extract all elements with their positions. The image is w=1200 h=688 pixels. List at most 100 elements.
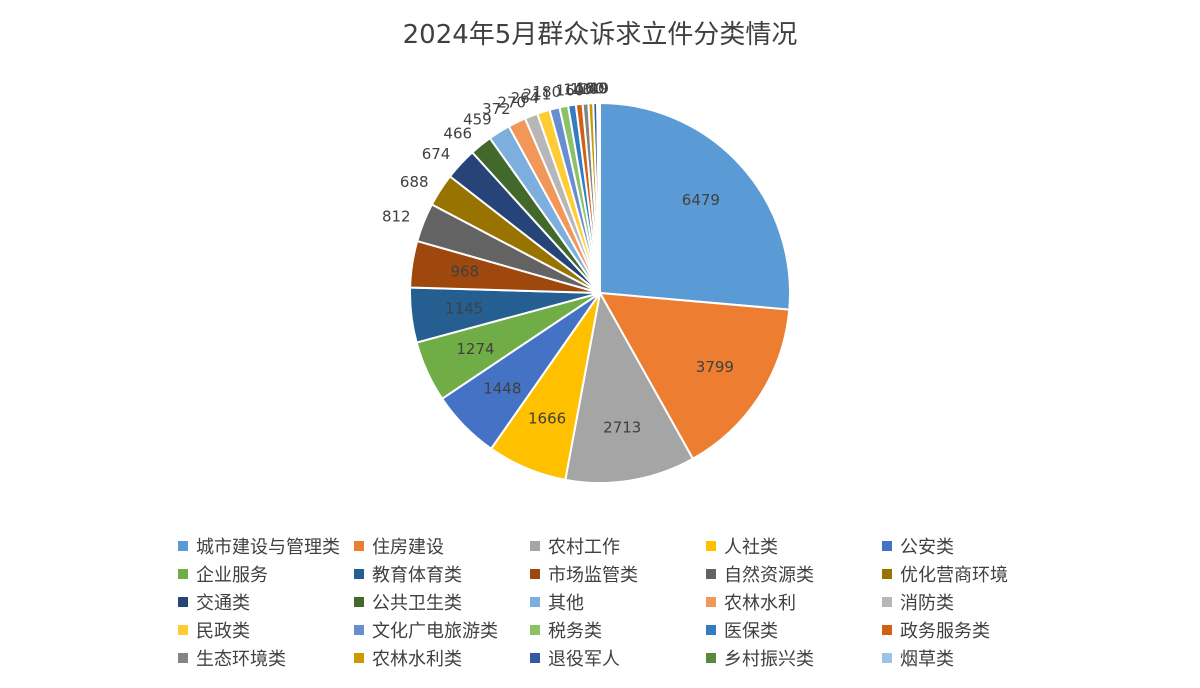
data-label: 211 (523, 85, 552, 103)
legend-label: 人社类 (724, 537, 778, 558)
legend-label: 其他 (548, 593, 584, 614)
legend-item: 住房建设 (354, 532, 444, 560)
data-label: 180 (532, 83, 561, 101)
data-label: 3799 (696, 358, 734, 376)
pie-data-labels: 6479 3799 2713 1666 1448 1274 1145 968 812 688 674… (382, 80, 734, 437)
legend-item: 自然资源类 (706, 560, 814, 588)
legend-swatch (530, 625, 540, 635)
legend-label: 医保类 (724, 621, 778, 642)
legend-swatch (354, 569, 364, 579)
legend-swatch (882, 625, 892, 635)
data-label: 968 (450, 263, 479, 281)
legend-swatch (354, 653, 364, 663)
legend-item: 优化营商环境 (882, 560, 1008, 588)
data-label: 19 (590, 80, 609, 98)
legend-label: 生态环境类 (196, 649, 286, 670)
data-label: 80 (585, 80, 604, 98)
legend-label: 烟草类 (900, 649, 954, 670)
data-label: 674 (422, 145, 451, 163)
legend-item: 退役军人 (530, 644, 620, 672)
legend-swatch (354, 597, 364, 607)
legend-item: 农林水利 (706, 588, 796, 616)
legend-label: 交通类 (196, 593, 250, 614)
legend-label: 文化广电旅游类 (372, 621, 498, 642)
legend-label: 民政类 (196, 621, 250, 642)
data-label: 1666 (528, 410, 566, 428)
legend-label: 公安类 (900, 537, 954, 558)
legend-swatch (178, 625, 188, 635)
legend-label: 税务类 (548, 621, 602, 642)
legend-item: 交通类 (178, 588, 250, 616)
legend-swatch (178, 597, 188, 607)
legend-swatch (882, 597, 892, 607)
data-label: 120 (570, 80, 599, 98)
data-label: 40 (588, 80, 607, 98)
legend-item: 其他 (530, 588, 584, 616)
legend-item: 市场监管类 (530, 560, 638, 588)
legend-label: 企业服务 (196, 565, 268, 586)
legend-item: 城市建设与管理类 (178, 532, 340, 560)
legend-label: 市场监管类 (548, 565, 638, 586)
legend-item: 税务类 (530, 616, 602, 644)
legend-item: 农村工作 (530, 532, 620, 560)
data-label: 6479 (682, 191, 720, 209)
legend-label: 教育体育类 (372, 565, 462, 586)
data-label: 160 (556, 82, 585, 100)
legend-item: 民政类 (178, 616, 250, 644)
data-label: 1448 (483, 379, 521, 397)
legend-label: 政务服务类 (900, 621, 990, 642)
legend-swatch (178, 653, 188, 663)
data-label: 688 (400, 173, 429, 191)
legend-swatch (530, 653, 540, 663)
legend-item: 农林水利类 (354, 644, 462, 672)
legend-label: 消防类 (900, 593, 954, 614)
legend-swatch (530, 569, 540, 579)
legend-item: 文化广电旅游类 (354, 616, 498, 644)
data-label: 466 (443, 125, 472, 143)
data-label: 1274 (456, 340, 494, 358)
data-label: 140 (563, 81, 592, 99)
data-label: 264 (511, 89, 540, 107)
legend-item: 企业服务 (178, 560, 268, 588)
legend-swatch (882, 569, 892, 579)
data-label: 812 (382, 208, 411, 226)
legend-swatch (706, 625, 716, 635)
legend-label: 住房建设 (372, 537, 444, 558)
data-label: 459 (463, 111, 492, 129)
legend-swatch (354, 541, 364, 551)
legend-swatch (706, 541, 716, 551)
legend-label: 自然资源类 (724, 565, 814, 586)
pie-slice (599, 101, 791, 311)
pie-slices (409, 101, 791, 484)
legend-item: 烟草类 (882, 644, 954, 672)
legend-item: 政务服务类 (882, 616, 990, 644)
legend-label: 农村工作 (548, 537, 620, 558)
data-label: 1145 (445, 300, 483, 318)
pie-chart: 6479 3799 2713 1666 1448 1274 1145 968 812 688 674… (382, 80, 791, 484)
legend-label: 农林水利类 (372, 649, 462, 670)
legend-swatch (882, 541, 892, 551)
legend-item: 公共卫生类 (354, 588, 462, 616)
legend-label: 退役军人 (548, 649, 620, 670)
legend-label: 优化营商环境 (900, 565, 1008, 586)
legend-item: 医保类 (706, 616, 778, 644)
legend-label: 公共卫生类 (372, 593, 462, 614)
legend-swatch (706, 569, 716, 579)
legend-swatch (706, 653, 716, 663)
pie-slice (598, 291, 791, 461)
data-label: 2713 (603, 418, 641, 436)
pie-slice (598, 101, 601, 294)
legend-label: 农林水利 (724, 593, 796, 614)
legend-swatch (354, 625, 364, 635)
legend-label: 城市建设与管理类 (196, 537, 340, 558)
legend-swatch (178, 569, 188, 579)
legend-item: 公安类 (882, 532, 954, 560)
legend-item: 人社类 (706, 532, 778, 560)
legend-label: 乡村振兴类 (724, 649, 814, 670)
legend-item: 生态环境类 (178, 644, 286, 672)
legend-swatch (706, 597, 716, 607)
data-label: 100 (576, 80, 605, 98)
legend-swatch (882, 653, 892, 663)
legend-swatch (178, 541, 188, 551)
legend-item: 乡村振兴类 (706, 644, 814, 672)
